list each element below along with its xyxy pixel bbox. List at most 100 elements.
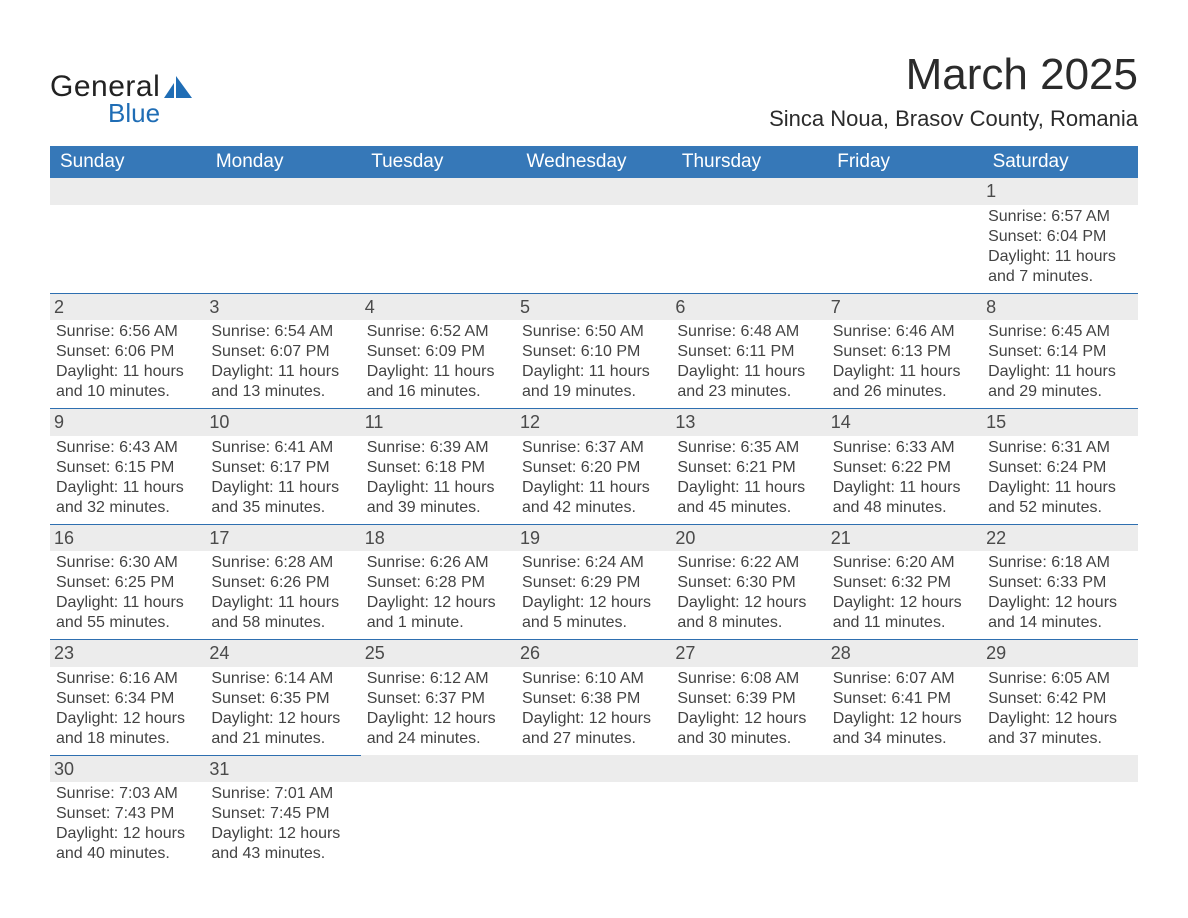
sunrise-text: Sunrise: 6:45 AM xyxy=(988,322,1131,342)
sunset-text: Sunset: 6:22 PM xyxy=(833,458,976,478)
calendar-day-cell: 18Sunrise: 6:26 AMSunset: 6:28 PMDayligh… xyxy=(361,524,516,640)
day-info: Sunrise: 6:07 AMSunset: 6:41 PMDaylight:… xyxy=(833,669,976,751)
day-number: 3 xyxy=(205,294,360,321)
logo: General Blue xyxy=(50,50,192,129)
day-number: 19 xyxy=(516,525,671,552)
daylight-text-1: Daylight: 11 hours xyxy=(367,362,510,382)
day-info: Sunrise: 6:56 AMSunset: 6:06 PMDaylight:… xyxy=(56,322,199,404)
sunrise-text: Sunrise: 6:10 AM xyxy=(522,669,665,689)
daylight-text-1: Daylight: 12 hours xyxy=(677,593,820,613)
daylight-text-2: and 8 minutes. xyxy=(677,613,820,633)
calendar-day-cell: 2Sunrise: 6:56 AMSunset: 6:06 PMDaylight… xyxy=(50,293,205,409)
calendar-day-cell: 15Sunrise: 6:31 AMSunset: 6:24 PMDayligh… xyxy=(982,409,1137,525)
sunset-text: Sunset: 6:20 PM xyxy=(522,458,665,478)
day-info: Sunrise: 6:28 AMSunset: 6:26 PMDaylight:… xyxy=(211,553,354,635)
day-number-empty xyxy=(671,178,826,205)
sunrise-text: Sunrise: 6:48 AM xyxy=(677,322,820,342)
day-info: Sunrise: 6:35 AMSunset: 6:21 PMDaylight:… xyxy=(677,438,820,520)
daylight-text-1: Daylight: 12 hours xyxy=(988,709,1131,729)
sunset-text: Sunset: 6:26 PM xyxy=(211,573,354,593)
sunset-text: Sunset: 6:10 PM xyxy=(522,342,665,362)
sunrise-text: Sunrise: 6:24 AM xyxy=(522,553,665,573)
daylight-text-2: and 29 minutes. xyxy=(988,382,1131,402)
sunset-text: Sunset: 6:06 PM xyxy=(56,342,199,362)
calendar-day-cell: 3Sunrise: 6:54 AMSunset: 6:07 PMDaylight… xyxy=(205,293,360,409)
day-number: 10 xyxy=(205,409,360,436)
daylight-text-2: and 18 minutes. xyxy=(56,729,199,749)
location-subtitle: Sinca Noua, Brasov County, Romania xyxy=(769,106,1138,132)
calendar-day-cell: 17Sunrise: 6:28 AMSunset: 6:26 PMDayligh… xyxy=(205,524,360,640)
calendar-day-cell xyxy=(361,755,516,870)
daylight-text-2: and 5 minutes. xyxy=(522,613,665,633)
day-number: 14 xyxy=(827,409,982,436)
daylight-text-1: Daylight: 11 hours xyxy=(211,362,354,382)
sunrise-text: Sunrise: 6:56 AM xyxy=(56,322,199,342)
calendar-day-cell: 6Sunrise: 6:48 AMSunset: 6:11 PMDaylight… xyxy=(671,293,826,409)
calendar-week-row: 9Sunrise: 6:43 AMSunset: 6:15 PMDaylight… xyxy=(50,409,1138,525)
day-info: Sunrise: 6:50 AMSunset: 6:10 PMDaylight:… xyxy=(522,322,665,404)
sunset-text: Sunset: 6:37 PM xyxy=(367,689,510,709)
sunrise-text: Sunrise: 7:01 AM xyxy=(211,784,354,804)
day-info: Sunrise: 6:48 AMSunset: 6:11 PMDaylight:… xyxy=(677,322,820,404)
day-info: Sunrise: 6:30 AMSunset: 6:25 PMDaylight:… xyxy=(56,553,199,635)
day-number-empty xyxy=(361,178,516,205)
day-info: Sunrise: 6:10 AMSunset: 6:38 PMDaylight:… xyxy=(522,669,665,751)
calendar-day-cell: 1Sunrise: 6:57 AMSunset: 6:04 PMDaylight… xyxy=(982,178,1137,293)
daylight-text-1: Daylight: 11 hours xyxy=(988,362,1131,382)
daylight-text-2: and 21 minutes. xyxy=(211,729,354,749)
calendar-week-row: 1Sunrise: 6:57 AMSunset: 6:04 PMDaylight… xyxy=(50,178,1138,293)
daylight-text-1: Daylight: 11 hours xyxy=(522,478,665,498)
sunset-text: Sunset: 6:18 PM xyxy=(367,458,510,478)
daylight-text-2: and 45 minutes. xyxy=(677,498,820,518)
sunset-text: Sunset: 6:42 PM xyxy=(988,689,1131,709)
day-number: 11 xyxy=(361,409,516,436)
day-number: 31 xyxy=(205,756,360,783)
day-number: 7 xyxy=(827,294,982,321)
sunset-text: Sunset: 6:17 PM xyxy=(211,458,354,478)
calendar-page: General Blue March 2025 Sinca Noua, Bras… xyxy=(0,0,1188,870)
daylight-text-2: and 13 minutes. xyxy=(211,382,354,402)
sunrise-text: Sunrise: 6:43 AM xyxy=(56,438,199,458)
day-info: Sunrise: 6:08 AMSunset: 6:39 PMDaylight:… xyxy=(677,669,820,751)
sunset-text: Sunset: 6:21 PM xyxy=(677,458,820,478)
day-number-empty xyxy=(205,178,360,205)
day-number-empty xyxy=(50,178,205,205)
daylight-text-2: and 26 minutes. xyxy=(833,382,976,402)
month-title: March 2025 xyxy=(769,50,1138,100)
weekday-header: Monday xyxy=(205,146,360,178)
daylight-text-1: Daylight: 12 hours xyxy=(56,709,199,729)
sunrise-text: Sunrise: 6:37 AM xyxy=(522,438,665,458)
daylight-text-1: Daylight: 11 hours xyxy=(522,362,665,382)
daylight-text-1: Daylight: 12 hours xyxy=(367,709,510,729)
daylight-text-2: and 43 minutes. xyxy=(211,844,354,864)
day-info: Sunrise: 6:46 AMSunset: 6:13 PMDaylight:… xyxy=(833,322,976,404)
sunset-text: Sunset: 6:32 PM xyxy=(833,573,976,593)
title-block: March 2025 Sinca Noua, Brasov County, Ro… xyxy=(769,50,1138,132)
sunrise-text: Sunrise: 6:20 AM xyxy=(833,553,976,573)
day-number-empty xyxy=(516,178,671,205)
day-number: 28 xyxy=(827,640,982,667)
sunset-text: Sunset: 7:45 PM xyxy=(211,804,354,824)
calendar-body: 1Sunrise: 6:57 AMSunset: 6:04 PMDaylight… xyxy=(50,178,1138,870)
sunset-text: Sunset: 6:13 PM xyxy=(833,342,976,362)
sunrise-text: Sunrise: 6:05 AM xyxy=(988,669,1131,689)
calendar-day-cell: 26Sunrise: 6:10 AMSunset: 6:38 PMDayligh… xyxy=(516,640,671,756)
daylight-text-2: and 52 minutes. xyxy=(988,498,1131,518)
sunrise-text: Sunrise: 6:07 AM xyxy=(833,669,976,689)
day-number: 8 xyxy=(982,294,1137,321)
daylight-text-1: Daylight: 11 hours xyxy=(988,478,1131,498)
calendar-day-cell: 16Sunrise: 6:30 AMSunset: 6:25 PMDayligh… xyxy=(50,524,205,640)
daylight-text-2: and 48 minutes. xyxy=(833,498,976,518)
calendar-day-cell xyxy=(671,755,826,870)
sunrise-text: Sunrise: 6:57 AM xyxy=(988,207,1131,227)
day-number-empty xyxy=(671,755,826,782)
sunset-text: Sunset: 6:09 PM xyxy=(367,342,510,362)
day-number: 5 xyxy=(516,294,671,321)
daylight-text-2: and 14 minutes. xyxy=(988,613,1131,633)
daylight-text-1: Daylight: 12 hours xyxy=(988,593,1131,613)
calendar-table: Sunday Monday Tuesday Wednesday Thursday… xyxy=(50,146,1138,870)
daylight-text-2: and 30 minutes. xyxy=(677,729,820,749)
sunrise-text: Sunrise: 6:22 AM xyxy=(677,553,820,573)
daylight-text-2: and 11 minutes. xyxy=(833,613,976,633)
day-info: Sunrise: 6:18 AMSunset: 6:33 PMDaylight:… xyxy=(988,553,1131,635)
